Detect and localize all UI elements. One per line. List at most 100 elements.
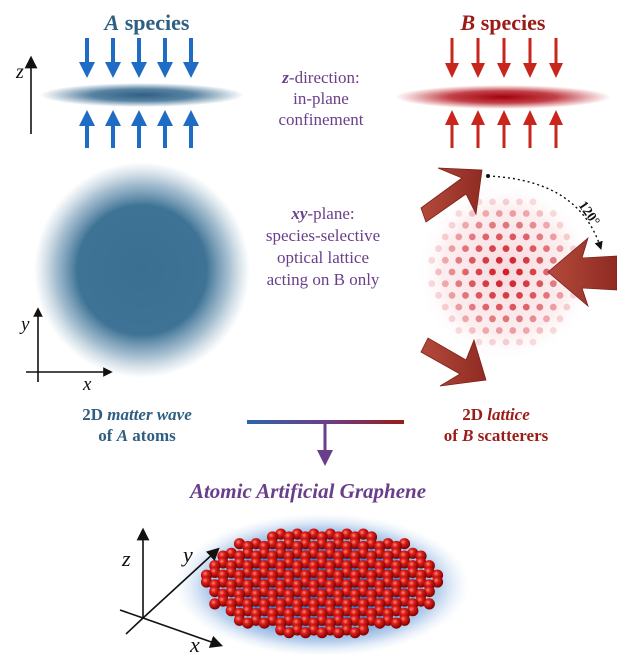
combine-bar: [247, 420, 404, 424]
lattice-site: [475, 338, 483, 346]
x-axis-mid-label: x: [82, 374, 92, 395]
lattice-site: [489, 292, 496, 299]
species-a-title: A species: [103, 10, 190, 35]
lattice-site: [455, 256, 463, 264]
y-axis-3d-label: y: [181, 542, 193, 567]
z-axis-3d-label: z: [121, 546, 131, 571]
graphene-atom: [242, 617, 254, 629]
graphene-atom: [316, 627, 328, 639]
laser-beam-upper-left: [420, 167, 483, 223]
x-axis-3d-label: x: [189, 632, 200, 654]
lattice-site: [522, 210, 530, 217]
lattice-site: [549, 233, 557, 241]
graphene-atom: [299, 627, 312, 639]
lattice-site: [563, 303, 571, 311]
down-arrow-icon: [445, 38, 459, 78]
lattice-site: [563, 233, 571, 241]
lattice-site: [462, 292, 469, 299]
up-arrow-icon: [523, 110, 537, 148]
graphene-atom: [332, 627, 345, 639]
x-axis-3d: [142, 617, 224, 648]
lattice-site: [529, 315, 537, 323]
lattice-site: [529, 268, 537, 276]
graphene-atom: [374, 617, 386, 629]
lattice-site: [509, 256, 517, 264]
graphene-atom: [390, 617, 402, 629]
lattice-site: [468, 256, 476, 264]
lattice-site: [489, 198, 496, 206]
lattice-site: [441, 233, 449, 241]
lattice-site: [522, 280, 530, 288]
down-arrow-icon: [79, 38, 95, 78]
up-arrow-icon: [445, 110, 459, 148]
lattice-site: [462, 221, 469, 229]
lattice-site: [529, 245, 537, 253]
lattice-site: [516, 292, 523, 299]
lattice-site: [516, 338, 523, 346]
graphene-atom: [349, 627, 361, 639]
matter-wave-cloud: [34, 162, 250, 378]
species-b-label: species: [475, 10, 546, 35]
lattice-site: [529, 292, 537, 299]
species-a-pancake: [40, 83, 244, 107]
lattice-site: [516, 245, 523, 253]
z-direction-line3: confinement: [279, 110, 364, 129]
down-arrow-icon: [549, 38, 563, 78]
lattice-site: [556, 221, 564, 229]
lattice-site: [489, 245, 496, 253]
up-arrow-icon: [497, 110, 511, 148]
lattice-site: [543, 268, 550, 276]
lattice-site: [502, 315, 510, 323]
lattice-site: [536, 233, 544, 241]
lattice-site: [428, 256, 436, 264]
svg-text:of B scatterers: of B scatterers: [444, 426, 549, 445]
x-axis-3d-back: [119, 609, 144, 619]
lattice-site: [489, 338, 496, 346]
down-arrow-icon: [471, 38, 485, 78]
lattice-site: [556, 315, 564, 323]
up-arrow-icon: [105, 110, 121, 148]
y-axis-3d: [142, 547, 220, 619]
lattice-site: [502, 198, 510, 206]
lattice-site: [489, 315, 496, 323]
lattice-site: [543, 292, 550, 299]
xy-plane-text: xy-plane: species-selective optical latt…: [266, 204, 380, 289]
up-arrow-icon: [157, 110, 173, 148]
lattice-site: [502, 292, 510, 299]
lattice-site: [536, 280, 544, 288]
z-direction-axis: z: [281, 68, 289, 87]
angle-arc-start: [486, 174, 490, 178]
lattice-site: [502, 268, 510, 276]
svg-text:2D lattice: 2D lattice: [462, 405, 530, 424]
xy-plane-line3: optical lattice: [277, 248, 369, 267]
laser-beam-right: [547, 236, 617, 308]
species-a-letter: A: [103, 10, 120, 35]
lattice-site: [448, 221, 456, 229]
lattice-site: [509, 303, 517, 311]
lattice-site: [522, 233, 530, 241]
lattice-site: [462, 268, 469, 276]
lattice-site: [522, 327, 530, 334]
lattice-site: [509, 210, 517, 217]
lattice-site: [475, 268, 483, 276]
lattice-site: [475, 221, 483, 229]
lattice-site: [543, 245, 550, 253]
laser-beam-lower-left: [420, 337, 487, 387]
lattice-site: [516, 198, 523, 206]
lattice-site: [475, 315, 483, 323]
lattice-site: [549, 280, 557, 288]
up-arrow-icon: [183, 110, 199, 148]
lattice-site: [536, 210, 544, 217]
graphene-atoms: [200, 528, 444, 639]
lattice-site: [462, 245, 469, 253]
lattice-site: [475, 292, 483, 299]
lattice-site: [468, 210, 476, 217]
lattice-site: [495, 233, 503, 241]
lattice-site: [509, 327, 517, 334]
lattice-site: [489, 221, 496, 229]
lattice-site: [468, 303, 476, 311]
lattice-site: [448, 268, 456, 276]
lattice-site: [441, 256, 449, 264]
z-direction-line2: in-plane: [293, 89, 349, 108]
